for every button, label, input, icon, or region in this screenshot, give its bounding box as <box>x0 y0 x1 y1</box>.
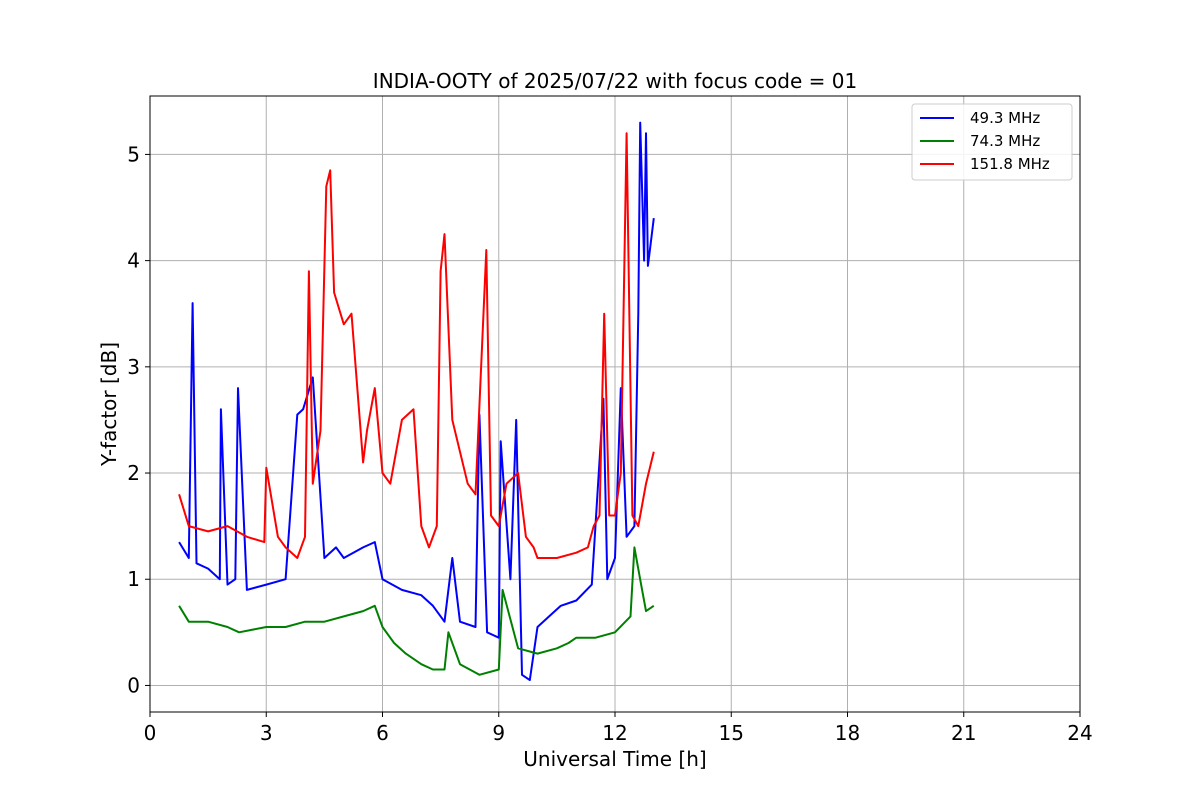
x-tick-label: 0 <box>144 721 157 745</box>
legend-entry: 74.3 MHz <box>970 132 1040 150</box>
x-tick-label: 24 <box>1067 721 1092 745</box>
x-tick-label: 15 <box>719 721 744 745</box>
x-tick-label: 6 <box>376 721 389 745</box>
series-line-2 <box>178 132 655 559</box>
legend-entry: 151.8 MHz <box>970 155 1050 173</box>
x-tick-label: 12 <box>602 721 627 745</box>
series-line-0 <box>178 121 655 682</box>
x-tick-label: 3 <box>260 721 273 745</box>
y-tick-label: 1 <box>127 567 140 591</box>
y-tick-label: 5 <box>127 142 140 166</box>
y-tick-label: 4 <box>127 249 140 273</box>
y-tick-label: 3 <box>127 355 140 379</box>
x-tick-label: 21 <box>951 721 976 745</box>
legend: 49.3 MHz 74.3 MHz 151.8 MHz <box>911 103 1073 181</box>
x-tick-label: 9 <box>492 721 505 745</box>
legend-entry: 49.3 MHz <box>970 109 1040 127</box>
x-axis-label: Universal Time [h] <box>523 747 706 771</box>
legend-box <box>911 103 1073 181</box>
y-tick-label: 2 <box>127 461 140 485</box>
series-line-1 <box>178 546 655 676</box>
y-axis-label: Y-factor [dB] <box>97 342 121 467</box>
y-tick-label: 0 <box>127 673 140 697</box>
chart-title: INDIA-OOTY of 2025/07/22 with focus code… <box>373 69 857 93</box>
x-tick-label: 18 <box>835 721 860 745</box>
